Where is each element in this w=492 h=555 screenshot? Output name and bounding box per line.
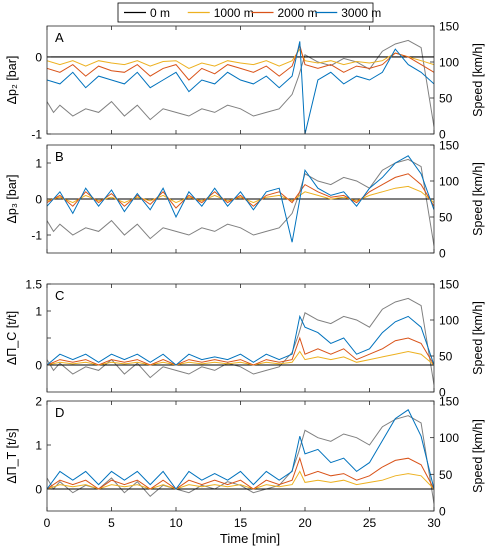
series-2000-m [47,43,434,81]
y2-tick-label: 0 [439,247,446,261]
panel-c: C 0 1 1.5 0 50 100 150 ΔΠ_C [t/t] Speed [km/h] [5,278,485,400]
y2-tick-label: 0 [439,505,446,519]
series-speed [47,39,434,127]
y2-tick-label: 50 [439,211,453,225]
y2-axis-label: Speed [km/h] [471,419,485,493]
y-axis-label: Δp₂ [bar] [5,56,19,105]
y2-tick-label: 100 [439,314,459,328]
series-3000-m [47,155,434,243]
y-axis-label: ΔΠ_T [t/s] [5,428,19,483]
x-tick-label: 15 [234,516,248,530]
series-2000-m [47,173,434,209]
y2-tick-label: 50 [439,468,453,482]
panel-letter: C [55,288,64,303]
y-tick-label: 0 [35,193,42,207]
y2-axis-label: Speed [km/h] [471,162,485,236]
series-speed [47,297,434,385]
y-axis-label: ΔΠ_C [t/t] [5,311,19,365]
legend-label: 0 m [150,6,170,20]
panel-letter: B [55,149,64,164]
series-2000-m [47,336,434,366]
y-axis-label: Δp₃ [bar] [5,175,19,224]
y2-tick-label: 50 [439,350,453,364]
series-1000-m [47,470,434,490]
y-tick-label: 1 [35,439,42,453]
series-3000-m [47,314,434,366]
x-axis-label: Time [min] [220,531,280,546]
y2-tick-label: 100 [439,56,459,70]
y2-tick-label: 150 [439,139,459,153]
y-tick-label: -1 [31,229,42,243]
y2-tick-label: 100 [439,431,459,445]
y-tick-label: -1 [31,128,42,142]
panel-b: B -1 0 1 0 50 100 150 Δp₃ [bar] Speed [km/h] [5,139,485,261]
axes-frame [46,283,435,393]
y2-tick-label: 0 [439,128,446,142]
legend-label: 1000 m [214,6,254,20]
y-tick-label: 1 [35,157,42,171]
y2-axis-label: Speed [km/h] [471,301,485,375]
y-tick-label: 0 [35,359,42,373]
y-tick-label: 0 [35,50,42,64]
series-1000-m [47,48,434,69]
series-speed [47,158,434,246]
y2-axis-label: Speed [km/h] [471,43,485,117]
x-tick-label: 5 [108,516,115,530]
x-tick-label: 20 [298,516,312,530]
y2-tick-label: 0 [439,386,446,400]
y2-tick-label: 150 [439,278,459,292]
y2-tick-label: 100 [439,175,459,189]
x-tick-label: 25 [363,516,377,530]
series-1000-m [47,185,434,204]
y2-tick-label: 150 [439,395,459,409]
series-2000-m [47,456,434,490]
series-1000-m [47,350,434,366]
y-tick-label: 1.5 [25,278,42,292]
series-speed [47,415,434,504]
x-tick-label: 30 [427,516,441,530]
series-3000-m [47,409,434,490]
legend-label: 2000 m [278,6,318,20]
panel-letter: D [55,405,64,420]
y-tick-label: 2 [35,395,42,409]
x-tick-label: 0 [44,516,51,530]
legend: 0 m 1000 m 2000 m 3000 m [117,2,381,23]
y2-tick-label: 50 [439,92,453,106]
axes-frame [46,400,435,512]
legend-box [117,2,374,23]
panel-letter: A [55,30,64,45]
series-3000-m [47,41,434,134]
x-tick-label: 10 [169,516,183,530]
panel-a: A -1 0 0 50 100 150 Δp₂ [bar] Speed [km/h] [5,20,485,142]
legend-label: 3000 m [341,6,381,20]
y-tick-label: 0 [35,483,42,497]
y-tick-label: 1 [35,305,42,319]
y2-tick-label: 150 [439,20,459,34]
